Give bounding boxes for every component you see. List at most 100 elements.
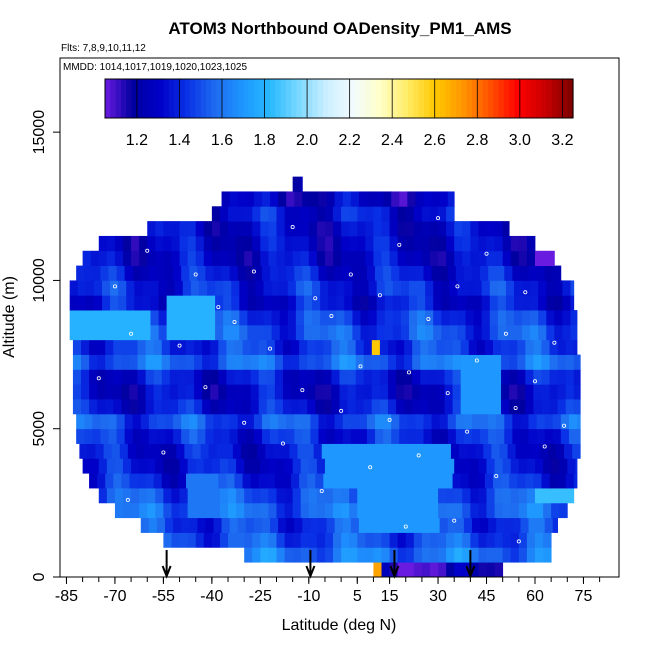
heatmap-cell: [399, 428, 408, 444]
colorbar: [104, 78, 574, 119]
heatmap-cell: [462, 502, 471, 519]
heatmap-cell: [323, 473, 332, 489]
heatmap-cell: [244, 250, 253, 266]
heatmap-cell: [163, 502, 172, 519]
heatmap-cell: [399, 413, 408, 430]
heatmap-cell: [368, 280, 378, 296]
heatmap-cell: [260, 458, 269, 474]
heatmap-cell: [534, 488, 544, 504]
heatmap-cell: [476, 339, 486, 355]
heatmap-cell: [492, 399, 502, 415]
heatmap-cell: [555, 443, 565, 459]
heatmap-cell: [381, 221, 390, 237]
heatmap-cell: [405, 562, 415, 577]
heatmap-cell: [81, 339, 90, 355]
heatmap-cell: [207, 295, 216, 311]
heatmap-cell: [499, 443, 508, 459]
heatmap-cell: [389, 235, 399, 252]
heatmap-cell: [268, 488, 277, 504]
heatmap-cell: [446, 532, 455, 548]
heatmap-cell: [266, 384, 276, 400]
heatmap-cell: [350, 265, 360, 281]
heatmap-cell: [404, 339, 413, 355]
heatmap-cell: [221, 191, 231, 207]
heatmap-cell: [465, 324, 474, 341]
heatmap-cell: [105, 399, 114, 415]
heatmap-cell: [284, 250, 294, 266]
heatmap-cell: [446, 235, 455, 252]
heatmap-cell: [72, 384, 82, 400]
heatmap-cell: [425, 295, 434, 311]
heatmap-cell: [261, 265, 271, 281]
heatmap-cell: [513, 324, 523, 341]
heatmap-cell: [473, 280, 483, 296]
heatmap-cell: [449, 295, 458, 311]
heatmap-cell: [213, 413, 222, 430]
colorbar-segment: [158, 79, 165, 118]
heatmap-cell: [276, 206, 285, 222]
heatmap-cell: [494, 250, 504, 266]
heatmap-cell: [441, 280, 450, 296]
heatmap-cell: [543, 488, 552, 504]
heatmap-cell: [113, 354, 122, 370]
heatmap-cell: [526, 488, 536, 504]
heatmap-cell: [279, 280, 289, 296]
arrow-head: [161, 565, 172, 579]
sample-point: [494, 474, 499, 479]
heatmap-cell: [413, 458, 423, 474]
heatmap-cell: [255, 310, 264, 326]
heatmap-cell: [252, 488, 261, 504]
heatmap-cell: [284, 547, 294, 563]
heatmap-cell: [97, 384, 106, 400]
heatmap-cell: [236, 206, 245, 222]
heatmap-cell: [350, 428, 360, 444]
heatmap-cell: [384, 280, 394, 296]
heatmap-cell: [260, 250, 269, 266]
heatmap-cell: [543, 250, 552, 266]
heatmap-cell: [320, 280, 329, 296]
colorbar-segment: [493, 79, 500, 118]
heatmap-cell: [177, 354, 187, 370]
arrow-head: [305, 565, 316, 579]
heatmap-cell: [295, 310, 305, 326]
heatmap-cell: [145, 354, 155, 370]
heatmap-cell: [366, 265, 376, 281]
colorbar-segment: [269, 79, 276, 118]
heatmap-cell: [358, 517, 368, 533]
heatmap-cell: [307, 473, 316, 489]
heatmap-cell: [357, 502, 366, 519]
heatmap-cell: [315, 369, 324, 385]
heatmap-cell: [405, 221, 415, 237]
heatmap-cell: [158, 295, 168, 311]
heatmap-cell: [454, 250, 463, 266]
heatmap-cell: [428, 384, 437, 400]
heatmap-cell: [489, 280, 499, 296]
heatmap-cell: [379, 473, 389, 489]
heatmap-cell: [423, 413, 432, 430]
heatmap-cell: [446, 502, 455, 519]
heatmap-cell: [420, 473, 429, 489]
heatmap-cell: [315, 399, 324, 415]
colorbar-segment: [546, 79, 553, 118]
colorbar-tick-label: 3.2: [551, 132, 573, 149]
heatmap-cell: [391, 517, 400, 533]
heatmap-cell: [462, 221, 471, 237]
heatmap-cell: [312, 324, 321, 341]
heatmap-cell: [258, 473, 268, 489]
heatmap-cell: [252, 206, 261, 222]
heatmap-cell: [352, 324, 361, 341]
heatmap-cell: [431, 428, 441, 444]
heatmap-cell: [486, 562, 495, 577]
heatmap-cell: [153, 339, 163, 355]
heatmap-cell: [226, 473, 235, 489]
heatmap-cell: [363, 369, 373, 385]
heatmap-cell: [468, 369, 478, 385]
heatmap-cell: [486, 221, 495, 237]
colorbar-segment: [105, 79, 111, 118]
heatmap-cell: [278, 265, 287, 281]
heatmap-cell: [153, 354, 163, 370]
heatmap-cell: [381, 562, 390, 577]
colorbar-segment: [535, 79, 542, 118]
heatmap-cell: [462, 532, 471, 548]
heatmap-cell: [300, 206, 310, 222]
